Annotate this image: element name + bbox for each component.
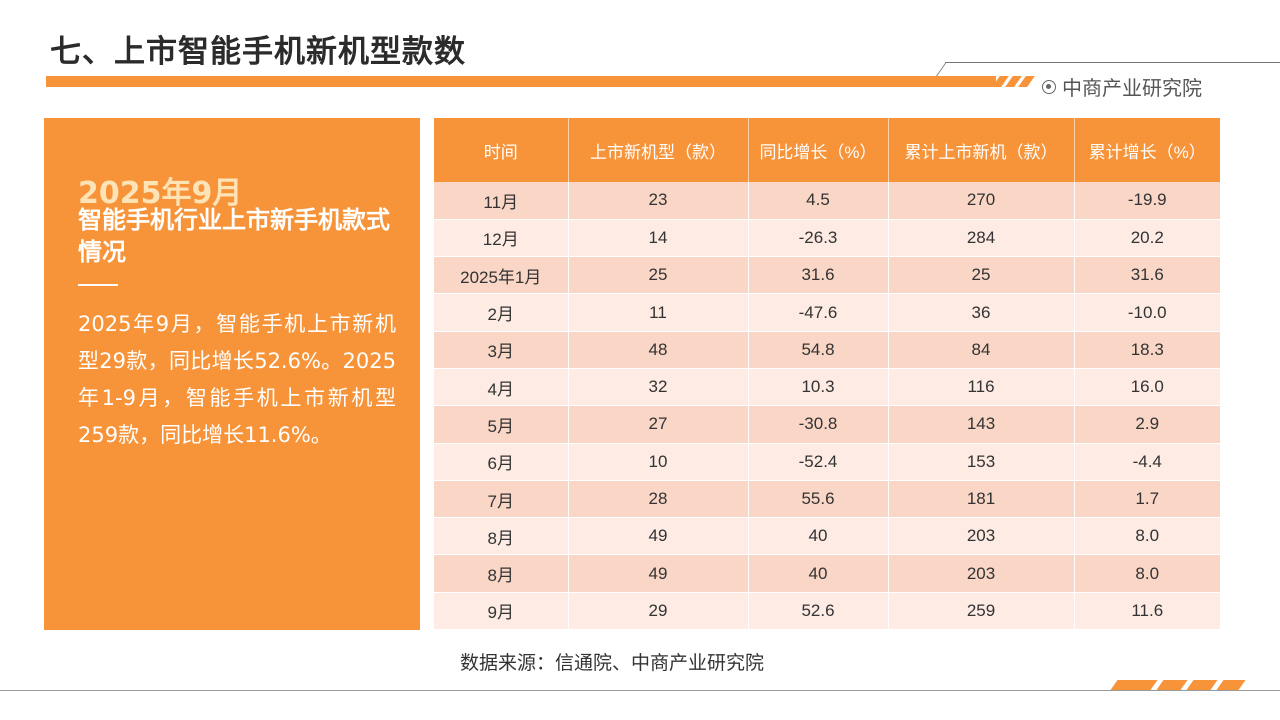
table-row: 7月 28 55.6 181 1.7	[434, 480, 1220, 519]
cell-cumulative-growth: -19.9	[1074, 182, 1220, 220]
table-row: 4月 32 10.3 116 16.0	[434, 368, 1220, 407]
cell-cumulative-growth: -10.0	[1074, 293, 1220, 332]
table-row: 8月 49 40 203 8.0	[434, 517, 1220, 556]
cell-yoy-growth: 31.6	[748, 256, 889, 295]
panel-heading: 智能手机行业上市新手机款式情况	[78, 206, 390, 266]
table-body: 11月 23 4.5 270 -19.9 12月 14 -26.3 284 20.2 2025年1月…	[434, 182, 1220, 631]
cell-new-models: 10	[568, 443, 749, 481]
header-divider-line	[945, 62, 1280, 63]
cell-cumulative-models: 203	[888, 554, 1075, 593]
page-title: 七、上市智能手机新机型款数	[50, 34, 466, 70]
cell-time: 12月	[434, 219, 569, 258]
header-divider-slant	[936, 62, 947, 76]
panel-divider	[78, 284, 118, 286]
cell-new-models: 14	[568, 219, 749, 258]
cell-new-models: 49	[568, 517, 749, 556]
cell-new-models: 23	[568, 182, 749, 220]
table-row: 8月 49 40 203 8.0	[434, 554, 1220, 593]
cell-cumulative-models: 84	[888, 331, 1075, 369]
table-header-row: 时间 上市新机型（款） 同比增长（%） 累计上市新机（款） 累计增长（%）	[434, 118, 1220, 182]
cell-yoy-growth: -30.8	[748, 405, 889, 444]
cell-cumulative-models: 203	[888, 517, 1075, 556]
header-yoy-growth: 同比增长（%）	[748, 118, 889, 182]
table-row: 11月 23 4.5 270 -19.9	[434, 182, 1220, 220]
table-row: 2025年1月 25 31.6 25 31.6	[434, 256, 1220, 295]
footer-stripes	[1110, 680, 1246, 690]
cell-yoy-growth: 4.5	[748, 182, 889, 220]
cell-time: 6月	[434, 443, 569, 481]
cell-yoy-growth: -52.4	[748, 443, 889, 481]
cell-yoy-growth: 52.6	[748, 592, 889, 631]
header-time: 时间	[434, 118, 569, 182]
cell-cumulative-growth: 31.6	[1074, 256, 1220, 295]
cell-cumulative-models: 181	[888, 480, 1075, 519]
cell-cumulative-models: 153	[888, 443, 1075, 481]
table-row: 3月 48 54.8 84 18.3	[434, 331, 1220, 369]
table-row: 9月 29 52.6 259 11.6	[434, 592, 1220, 631]
brand-label: 中商产业研究院	[1042, 72, 1202, 101]
cell-cumulative-growth: 8.0	[1074, 517, 1220, 556]
cell-time: 11月	[434, 182, 569, 220]
panel-body-text: 2025年9月，智能手机上市新机型29款，同比增长52.6%。2025年1-9月…	[78, 312, 396, 447]
cell-new-models: 25	[568, 256, 749, 295]
table-row: 6月 10 -52.4 153 -4.4	[434, 443, 1220, 481]
cell-time: 4月	[434, 368, 569, 407]
brand-name: 中商产业研究院	[1062, 76, 1202, 100]
table-row: 5月 27 -30.8 143 2.9	[434, 405, 1220, 444]
title-underline-bar	[46, 76, 996, 87]
table-row: 2月 11 -47.6 36 -10.0	[434, 293, 1220, 332]
cell-time: 5月	[434, 405, 569, 444]
cell-cumulative-models: 270	[888, 182, 1075, 220]
summary-panel: 2025年9月 智能手机行业上市新手机款式情况 2025年9月，智能手机上市新机…	[44, 118, 420, 630]
cell-new-models: 11	[568, 293, 749, 332]
data-source: 数据来源：信通院、中商产业研究院	[460, 652, 765, 674]
cell-cumulative-growth: 20.2	[1074, 219, 1220, 258]
cell-new-models: 48	[568, 331, 749, 369]
cell-time: 2月	[434, 293, 569, 332]
cell-time: 8月	[434, 517, 569, 556]
cell-cumulative-growth: 18.3	[1074, 331, 1220, 369]
header-cumulative-models: 累计上市新机（款）	[888, 118, 1075, 182]
cell-cumulative-growth: -4.4	[1074, 443, 1220, 481]
cell-time: 3月	[434, 331, 569, 369]
cell-cumulative-models: 259	[888, 592, 1075, 631]
cell-yoy-growth: 40	[748, 517, 889, 556]
cell-cumulative-growth: 11.6	[1074, 592, 1220, 631]
new-models-table: 时间 上市新机型（款） 同比增长（%） 累计上市新机（款） 累计增长（%） 11…	[434, 118, 1220, 631]
cell-new-models: 28	[568, 480, 749, 519]
cell-yoy-growth: 54.8	[748, 331, 889, 369]
cell-time: 2025年1月	[434, 256, 569, 295]
header-new-models: 上市新机型（款）	[568, 118, 749, 182]
cell-cumulative-models: 25	[888, 256, 1075, 295]
table-row: 12月 14 -26.3 284 20.2	[434, 219, 1220, 258]
cell-cumulative-growth: 1.7	[1074, 480, 1220, 519]
cell-yoy-growth: 10.3	[748, 368, 889, 407]
cell-time: 7月	[434, 480, 569, 519]
brand-logo-icon	[1042, 79, 1056, 94]
title-bar-stripes	[992, 76, 1035, 87]
panel-year: 2025年9月	[78, 176, 243, 211]
cell-new-models: 32	[568, 368, 749, 407]
cell-cumulative-growth: 2.9	[1074, 405, 1220, 444]
cell-cumulative-models: 116	[888, 368, 1075, 407]
cell-new-models: 49	[568, 554, 749, 593]
cell-yoy-growth: -26.3	[748, 219, 889, 258]
cell-cumulative-models: 143	[888, 405, 1075, 444]
header-cumulative-growth: 累计增长（%）	[1074, 118, 1220, 182]
cell-cumulative-models: 284	[888, 219, 1075, 258]
cell-cumulative-models: 36	[888, 293, 1075, 332]
cell-new-models: 29	[568, 592, 749, 631]
cell-yoy-growth: -47.6	[748, 293, 889, 332]
cell-cumulative-growth: 8.0	[1074, 554, 1220, 593]
cell-new-models: 27	[568, 405, 749, 444]
cell-time: 9月	[434, 592, 569, 631]
footer-line	[0, 690, 1280, 691]
cell-yoy-growth: 55.6	[748, 480, 889, 519]
cell-yoy-growth: 40	[748, 554, 889, 593]
cell-cumulative-growth: 16.0	[1074, 368, 1220, 407]
cell-time: 8月	[434, 554, 569, 593]
